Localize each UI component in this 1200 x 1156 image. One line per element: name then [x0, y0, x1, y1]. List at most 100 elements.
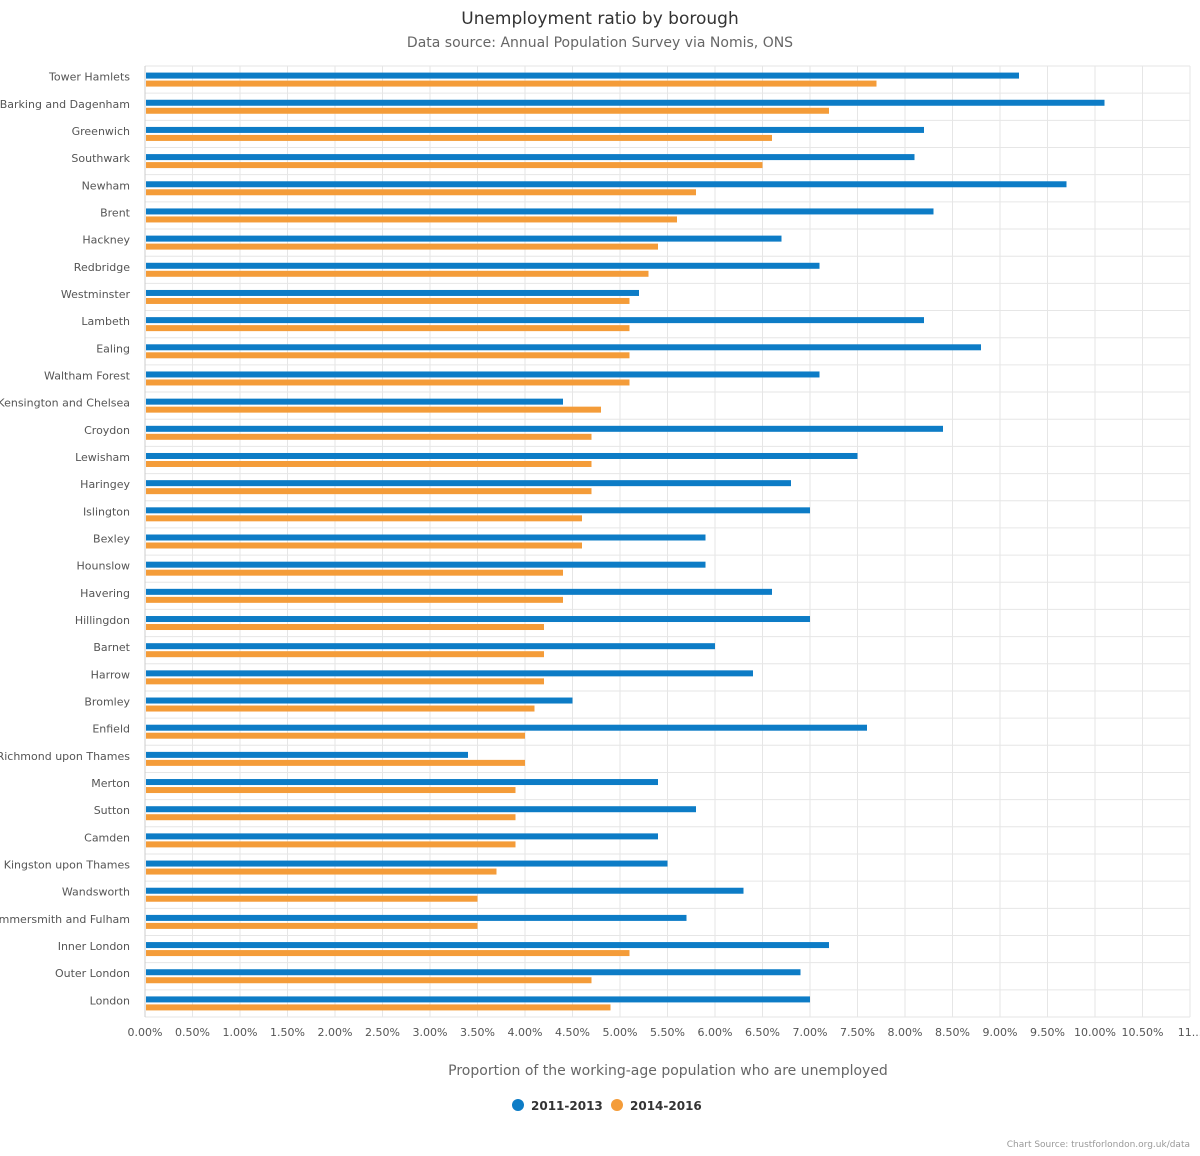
bar-series-1[interactable] [146, 561, 706, 568]
bar-series-2[interactable] [146, 189, 696, 196]
bar-series-1[interactable] [146, 670, 753, 677]
bar-series-1[interactable] [146, 398, 563, 405]
bar-series-2[interactable] [146, 352, 630, 359]
bar-series-2[interactable] [146, 624, 544, 631]
legend-item-1[interactable]: 2011-2013 [512, 1099, 603, 1113]
bar-series-2[interactable] [146, 732, 525, 739]
x-tick-label: 6.50% [745, 1026, 780, 1039]
bar-series-2[interactable] [146, 216, 677, 223]
x-tick-label: 6.00% [698, 1026, 733, 1039]
bar-series-1[interactable] [146, 887, 744, 894]
legend[interactable]: 2011-2013 2014-2016 [512, 1099, 702, 1113]
bar-series-2[interactable] [146, 515, 582, 522]
bar-series-2[interactable] [146, 406, 601, 413]
bar-series-2[interactable] [146, 569, 563, 576]
bar-series-1[interactable] [146, 996, 810, 1003]
bar-series-1[interactable] [146, 181, 1067, 188]
bar-series-1[interactable] [146, 534, 706, 541]
bar-series-2[interactable] [146, 814, 516, 821]
bar-series-1[interactable] [146, 262, 820, 269]
bar-series-2[interactable] [146, 134, 772, 141]
category-label: Ealing [96, 342, 130, 355]
bar-series-2[interactable] [146, 678, 544, 685]
bar-series-2[interactable] [146, 379, 630, 386]
x-tick-label: 3.50% [460, 1026, 495, 1039]
x-tick-label: 0.00% [128, 1026, 163, 1039]
bar-series-2[interactable] [146, 705, 535, 712]
bar-series-1[interactable] [146, 779, 658, 786]
bar-series-2[interactable] [146, 977, 592, 984]
bar-series-1[interactable] [146, 697, 573, 704]
bar-series-1[interactable] [146, 154, 915, 161]
category-label: Sutton [94, 804, 130, 817]
bar-series-1[interactable] [146, 480, 791, 487]
bar-series-1[interactable] [146, 860, 668, 867]
bar-series-1[interactable] [146, 344, 981, 351]
bar-series-1[interactable] [146, 208, 934, 215]
x-tick-label: 10.00% [1074, 1026, 1116, 1039]
category-label: Merton [91, 777, 130, 790]
bar-series-1[interactable] [146, 942, 829, 949]
bar-series-1[interactable] [146, 425, 943, 432]
bar-series-2[interactable] [146, 542, 582, 549]
category-label: Hammersmith and Fulham [0, 913, 130, 926]
bar-series-2[interactable] [146, 270, 649, 277]
bar-series-1[interactable] [146, 72, 1019, 79]
x-tick-label: 4.00% [508, 1026, 543, 1039]
category-label: Brent [100, 206, 131, 219]
legend-marker [512, 1099, 524, 1111]
bar-series-2[interactable] [146, 651, 544, 658]
bar-series-1[interactable] [146, 235, 782, 242]
bar-series-2[interactable] [146, 80, 877, 87]
x-tick-label: 7.50% [840, 1026, 875, 1039]
legend-label: 2011-2013 [531, 1099, 603, 1113]
chart-title: Unemployment ratio by borough [461, 9, 738, 29]
bar-series-1[interactable] [146, 643, 715, 650]
bar-series-2[interactable] [146, 841, 516, 848]
bar-series-2[interactable] [146, 243, 658, 250]
bar-series-2[interactable] [146, 460, 592, 467]
bar-series-2[interactable] [146, 596, 563, 603]
bar-series-2[interactable] [146, 325, 630, 332]
category-label: Lewisham [75, 451, 130, 464]
bar-series-1[interactable] [146, 724, 867, 731]
bar-series-2[interactable] [146, 895, 478, 902]
bar-series-1[interactable] [146, 507, 810, 514]
bar-series-2[interactable] [146, 162, 763, 169]
bar-series-2[interactable] [146, 759, 525, 766]
bar-series-2[interactable] [146, 433, 592, 440]
bar-series-1[interactable] [146, 914, 687, 921]
legend-item-2[interactable]: 2014-2016 [611, 1099, 702, 1113]
bar-series-2[interactable] [146, 107, 829, 114]
bar-series-1[interactable] [146, 126, 924, 133]
bar-series-1[interactable] [146, 317, 924, 324]
x-axis-title: Proportion of the working-age population… [448, 1063, 888, 1079]
x-tick-label: 8.50% [935, 1026, 970, 1039]
category-label: Bexley [93, 533, 130, 546]
category-label: Barking and Dagenham [0, 98, 130, 111]
bar-series-2[interactable] [146, 488, 592, 495]
category-label: Hounslow [77, 560, 130, 573]
bar-series-1[interactable] [146, 833, 658, 840]
bar-series-2[interactable] [146, 868, 497, 875]
x-tick-label: 10.50% [1122, 1026, 1164, 1039]
bar-series-1[interactable] [146, 616, 810, 623]
bar-series-2[interactable] [146, 1004, 611, 1011]
bar-series-2[interactable] [146, 950, 630, 957]
bar-series-2[interactable] [146, 922, 478, 929]
bar-series-1[interactable] [146, 289, 639, 296]
x-tick-label: 9.50% [1030, 1026, 1065, 1039]
bar-series-2[interactable] [146, 297, 630, 304]
bar-series-1[interactable] [146, 806, 696, 813]
bar-series-1[interactable] [146, 588, 772, 595]
x-tick-label: 5.50% [650, 1026, 685, 1039]
bar-series-2[interactable] [146, 787, 516, 794]
bar-series-1[interactable] [146, 371, 820, 378]
bar-series-1[interactable] [146, 751, 468, 758]
bar-series-1[interactable] [146, 969, 801, 976]
bar-series-1[interactable] [146, 452, 858, 459]
category-label: Barnet [93, 641, 130, 654]
category-label: Hillingdon [75, 614, 130, 627]
bar-series-1[interactable] [146, 99, 1105, 106]
